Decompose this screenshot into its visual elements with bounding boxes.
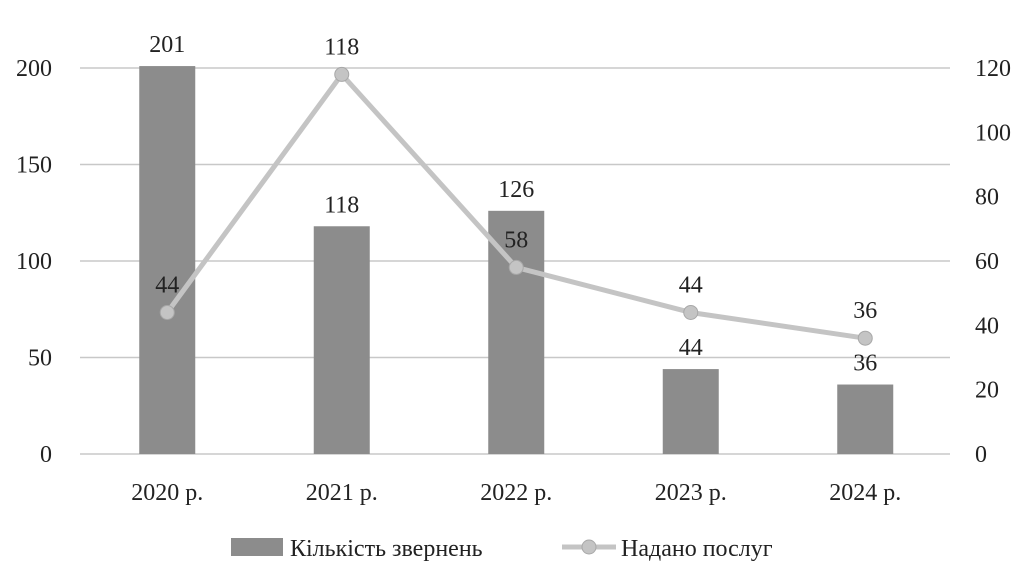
left-axis-ticks: 0 50 100 150 200: [16, 56, 52, 468]
line-data-labels: 44 118 58 44 36: [155, 34, 877, 324]
left-axis-tick-label: 50: [28, 346, 52, 372]
line-data-label: 36: [853, 298, 877, 324]
bar-data-labels: 201 118 126 44 36: [149, 32, 877, 376]
legend-label-line: Надано послуг: [621, 536, 773, 562]
legend-label-bar: Кількість звернень: [290, 536, 483, 562]
x-axis-tick-label: 2020 р.: [131, 480, 203, 506]
legend: Кількість звернень Надано послуг: [231, 536, 773, 562]
x-axis-ticks: 2020 р. 2021 р. 2022 р. 2023 р. 2024 р.: [131, 480, 901, 506]
bar-data-label: 44: [679, 335, 703, 361]
line-data-label: 58: [504, 227, 528, 253]
left-axis-tick-label: 200: [16, 56, 52, 82]
bar: [139, 66, 196, 454]
line-point: [857, 330, 873, 346]
legend-swatch-bar: [231, 538, 283, 556]
left-axis-tick-label: 150: [16, 153, 52, 179]
x-axis-tick-label: 2022 р.: [480, 480, 552, 506]
bar-series: [139, 66, 894, 454]
x-axis-tick-label: 2023 р.: [655, 480, 727, 506]
left-axis-tick-label: 100: [16, 249, 52, 275]
right-axis-tick-label: 100: [975, 120, 1011, 146]
line-data-label: 44: [679, 272, 703, 298]
line-data-label: 118: [324, 34, 359, 60]
right-axis-tick-label: 80: [975, 185, 999, 211]
bar: [313, 226, 370, 454]
line-point: [334, 66, 350, 82]
right-axis-ticks: 0 20 40 60 80 100 120: [975, 56, 1011, 468]
x-axis-tick-label: 2024 р.: [829, 480, 901, 506]
right-axis-tick-label: 20: [975, 378, 999, 404]
right-axis-tick-label: 40: [975, 313, 999, 339]
right-axis-tick-label: 60: [975, 249, 999, 275]
x-axis-tick-label: 2021 р.: [306, 480, 378, 506]
line-point: [159, 304, 175, 320]
bar-data-label: 118: [324, 192, 359, 218]
bar-data-label: 36: [853, 351, 877, 377]
right-axis-tick-label: 120: [975, 56, 1011, 82]
left-axis-tick-label: 0: [40, 442, 52, 468]
legend-swatch-marker: [581, 539, 597, 555]
bar: [488, 210, 545, 454]
line-series: [159, 66, 873, 346]
right-axis-tick-label: 0: [975, 442, 987, 468]
line-data-label: 44: [155, 272, 179, 298]
line-point: [683, 304, 699, 320]
bar-data-label: 201: [149, 32, 185, 58]
bar: [662, 369, 719, 454]
line-point: [508, 259, 524, 275]
bar: [837, 384, 894, 454]
bar-data-label: 126: [498, 177, 534, 203]
